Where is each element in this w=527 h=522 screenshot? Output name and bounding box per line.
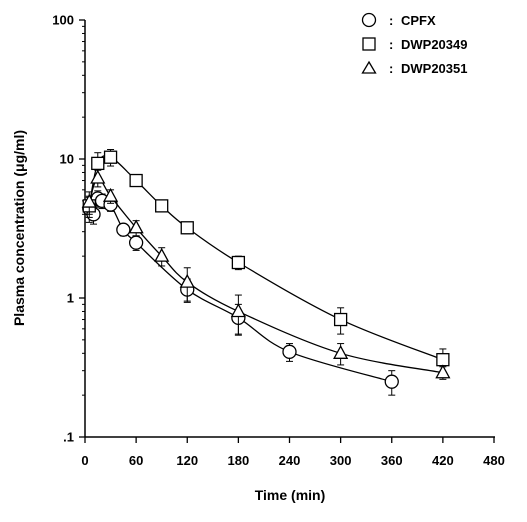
series-dwp20351 (81, 169, 451, 380)
x-tick-label: 420 (432, 453, 454, 468)
data-point-triangle (90, 169, 106, 184)
y-tick-label: 10 (60, 152, 74, 167)
legend-item-dwp20349: : DWP20349 (362, 37, 467, 52)
y-tick-label: 100 (52, 13, 74, 28)
series-layer (81, 149, 451, 396)
legend-item-cpfx: : CPFX (361, 12, 436, 28)
data-point-triangle (230, 303, 246, 318)
legend-square-marker (362, 37, 376, 51)
data-point-square (103, 150, 118, 164)
legend-triangle-marker (361, 60, 377, 74)
data-point-circle (282, 344, 297, 359)
legend-label-dwp20351: DWP20351 (401, 61, 467, 76)
y-tick-label: 1 (67, 291, 74, 306)
data-point-triangle (179, 273, 195, 288)
data-point-square (155, 199, 169, 213)
data-point-triangle (81, 193, 97, 208)
legend-label-dwp20349: DWP20349 (401, 37, 467, 52)
x-tick-label: 0 (81, 453, 88, 468)
x-axis-title: Time (min) (255, 487, 326, 503)
legend-separator: : (389, 61, 393, 76)
y-ticks: .1 1 10 100 (52, 13, 85, 445)
x-tick-label: 120 (176, 453, 198, 468)
legend-separator: : (389, 37, 393, 52)
legend: : CPFX : DWP20349 : DWP20351 (361, 12, 467, 76)
data-point-circle (128, 235, 144, 250)
x-tick-label: 360 (381, 453, 403, 468)
data-point-triangle (128, 219, 144, 234)
series-dwp20349 (82, 149, 450, 374)
series-line-dwp20351 (88, 177, 443, 374)
x-tick-label: 60 (129, 453, 143, 468)
x-tick-label: 480 (483, 453, 505, 468)
x-tick-label: 300 (330, 453, 352, 468)
x-ticks: 0 60 120 180 240 300 360 420 480 (81, 437, 505, 468)
data-point-triangle (154, 247, 170, 262)
legend-item-dwp20351: : DWP20351 (361, 60, 467, 76)
data-point-square (180, 221, 194, 235)
data-point-circle (384, 374, 399, 389)
data-point-circle (116, 222, 131, 237)
data-point-triangle (435, 364, 451, 379)
y-tick-label: .1 (63, 430, 74, 445)
data-point-triangle (102, 187, 119, 202)
x-tick-label: 180 (228, 453, 250, 468)
data-point-square (436, 353, 450, 367)
y-axis-title: Plasma concentration (μg/ml) (11, 130, 27, 326)
data-point-triangle (333, 344, 349, 359)
legend-circle-marker (361, 12, 377, 28)
data-point-square (129, 173, 143, 188)
legend-label-cpfx: CPFX (401, 13, 436, 28)
data-point-square (91, 156, 105, 171)
x-tick-label: 240 (279, 453, 301, 468)
data-point-square (231, 255, 246, 270)
legend-separator: : (389, 13, 393, 28)
data-point-square (333, 312, 348, 327)
axes: .1 1 10 100 0 60 120 180 240 300 360 420 480 (52, 13, 505, 469)
